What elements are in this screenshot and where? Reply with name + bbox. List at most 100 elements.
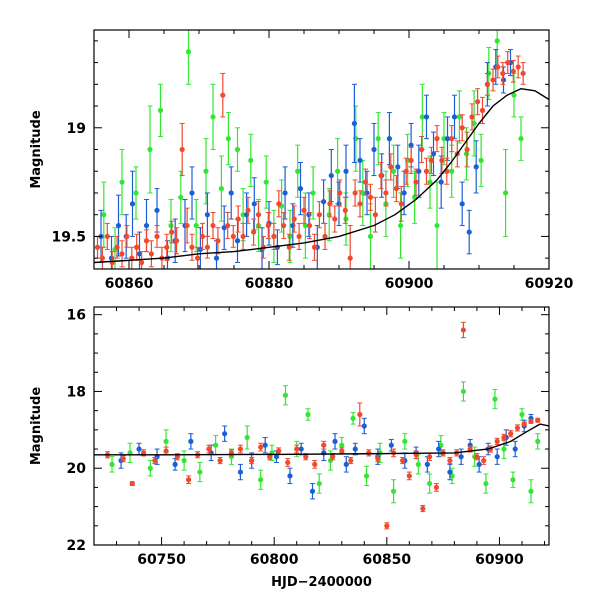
data-point [157, 107, 164, 113]
data-point [408, 142, 414, 148]
data-point [332, 438, 338, 444]
top-panel-y-axis-title: Magnitude [29, 110, 44, 189]
data-point [179, 146, 185, 153]
data-point [427, 179, 433, 185]
data-point [466, 229, 472, 235]
data-point [321, 442, 327, 448]
data-point [228, 454, 235, 460]
data-point [154, 207, 160, 213]
y-tick-label: 19 [67, 121, 86, 137]
data-point [328, 172, 334, 179]
data-point [512, 446, 518, 452]
data-point [351, 120, 357, 127]
data-point [501, 446, 507, 452]
data-point [240, 233, 246, 240]
data-point [251, 201, 257, 207]
data-point [186, 477, 192, 483]
data-point [495, 64, 501, 70]
x-tick-label: 60860 [105, 276, 154, 292]
data-point [439, 157, 445, 163]
data-point [143, 222, 150, 229]
data-point [347, 255, 353, 261]
data-point [459, 125, 465, 131]
data-point [108, 255, 115, 261]
data-point [508, 431, 514, 437]
data-point [438, 179, 444, 185]
data-point [136, 446, 142, 452]
data-point [343, 461, 349, 467]
data-point [451, 114, 458, 120]
data-point [188, 438, 194, 444]
data-point [332, 216, 338, 222]
data-point [375, 136, 381, 142]
data-point [234, 238, 241, 244]
data-point [415, 461, 421, 467]
data-point [204, 212, 210, 218]
data-point [185, 49, 192, 55]
y-tick-label: 18 [67, 384, 86, 400]
top-panel-series-red [94, 51, 526, 269]
data-point [430, 151, 437, 157]
data-point [225, 222, 231, 229]
data-point [225, 136, 231, 142]
data-point [245, 207, 251, 213]
data-point [291, 216, 297, 222]
data-point [473, 164, 479, 170]
bottom-panel-x-axis-title: HJD−2400000 [271, 575, 372, 590]
top-panel-data-marks [94, 30, 549, 269]
data-point [357, 157, 363, 163]
bottom-panel-y-axis-title: Magnitude [29, 387, 44, 466]
data-point [479, 107, 486, 113]
data-point [424, 461, 430, 467]
data-point [449, 168, 455, 174]
data-point [249, 457, 255, 464]
data-point [148, 251, 154, 257]
data-point [420, 505, 426, 512]
data-point [519, 411, 525, 418]
data-point [163, 438, 169, 444]
data-point [230, 233, 236, 240]
data-point [372, 212, 378, 218]
data-point [297, 186, 304, 192]
data-point [352, 190, 358, 196]
data-point [298, 446, 304, 452]
data-point [500, 70, 506, 77]
data-point [419, 114, 425, 120]
data-point [172, 461, 178, 467]
data-point [367, 194, 374, 200]
data-point [471, 120, 477, 127]
data-point [490, 77, 496, 83]
x-tick-label: 60750 [137, 552, 186, 568]
data-point [119, 179, 125, 185]
x-tick-label: 60850 [362, 552, 411, 568]
data-point [99, 255, 105, 261]
data-point [237, 469, 244, 475]
data-point [388, 442, 394, 448]
data-point [210, 114, 216, 120]
data-point [350, 415, 356, 421]
data-point [311, 244, 318, 250]
bottom-panel-data-marks [94, 321, 549, 530]
data-point [204, 244, 210, 250]
data-point [481, 457, 487, 464]
data-point [444, 136, 451, 142]
bottom-panel: 60750 60800 60850 60900 16 18 20 22 Magnitude H… [29, 306, 550, 590]
data-point [199, 233, 206, 240]
data-point [262, 442, 268, 448]
data-point [494, 454, 500, 460]
data-point [215, 238, 221, 244]
data-point [248, 157, 254, 163]
data-point [475, 99, 481, 105]
data-point [301, 207, 307, 213]
data-point [535, 417, 541, 423]
top-panel-plot-area [94, 30, 549, 269]
data-point [251, 229, 257, 235]
data-point [302, 222, 308, 229]
data-point [310, 190, 316, 196]
data-point [228, 190, 234, 196]
data-point [528, 418, 534, 424]
data-point [210, 222, 216, 229]
data-point [296, 233, 302, 240]
bottom-panel-ticks: 60750 60800 60850 60900 16 18 20 22 [67, 307, 549, 568]
data-point [483, 480, 489, 487]
